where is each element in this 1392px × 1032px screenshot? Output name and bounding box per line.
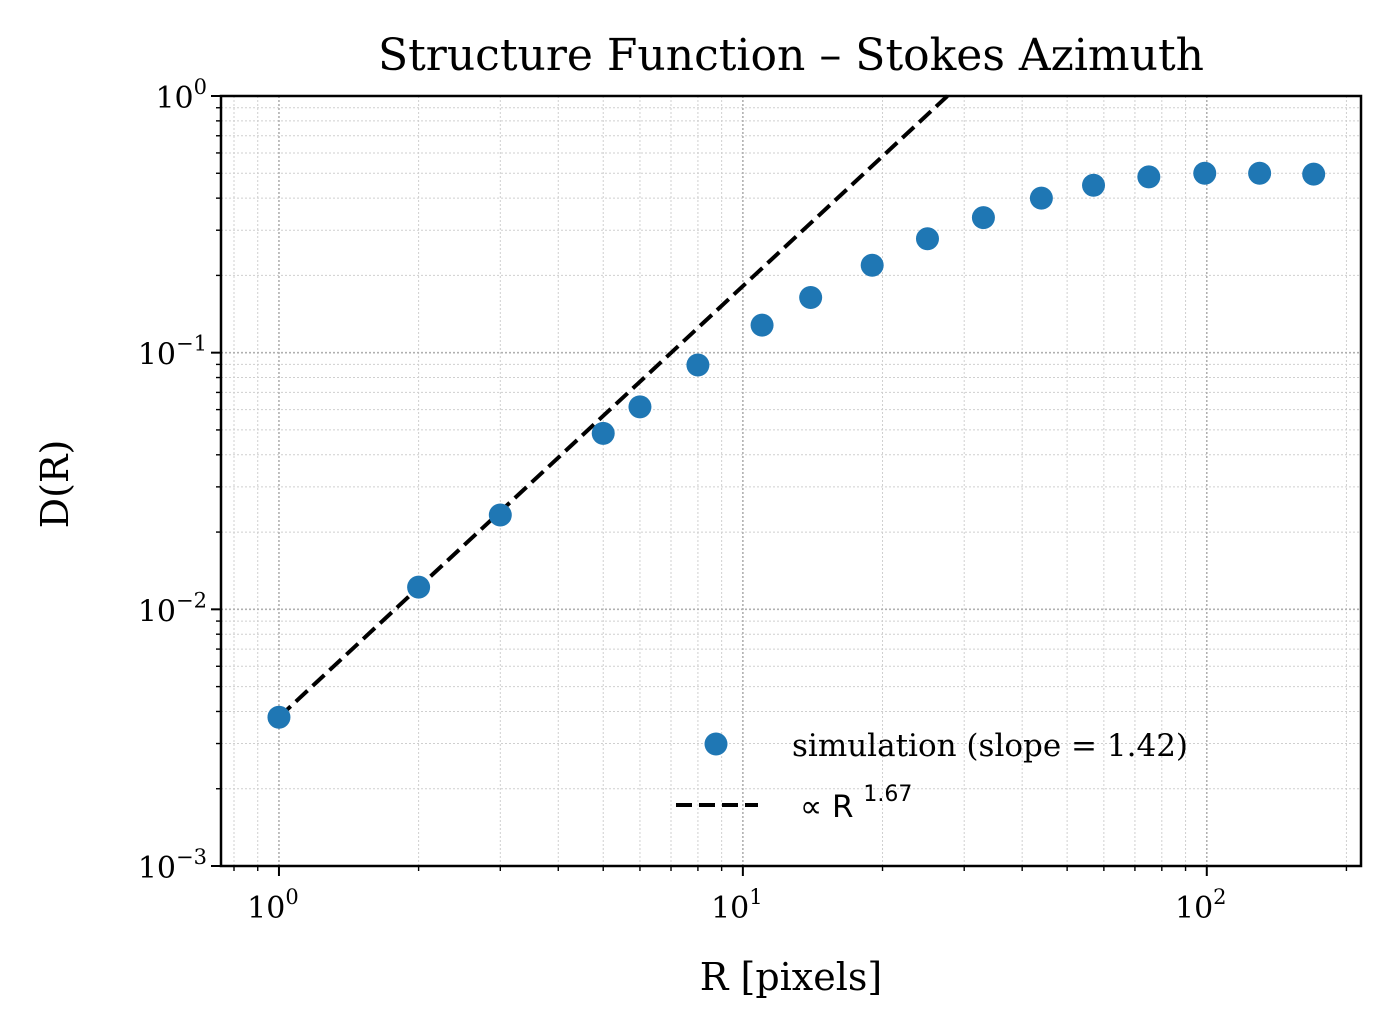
x-tick-label: 101 [711,885,763,926]
data-point [686,353,710,377]
y-tick-label: 10−1 [138,332,207,373]
data-point [1248,161,1272,185]
data-point [799,286,823,310]
y-axis-label: D(R) [33,440,77,529]
y-axis-ticks: 10−3 10−2 10−1 100 [138,75,221,886]
fit-line [277,94,949,719]
minor-grid [221,96,1361,866]
plot-frame [219,94,1363,868]
data-point [407,575,431,599]
x-tick-label: 100 [247,885,299,926]
data-point [860,253,884,277]
data-point [1082,173,1106,197]
data-point [488,503,512,527]
data-points [267,161,1326,729]
x-tick-label: 102 [1175,885,1227,926]
fit-line-layer [277,94,949,719]
legend-fit-exponent: 1.67 [863,782,912,807]
data-point [267,705,291,729]
x-axis-label: R [pixels] [700,955,882,999]
legend: simulation (slope = 1.42) ∝ R 1.67 [676,728,1188,825]
data-point [915,227,939,251]
legend-marker-simulation [704,732,728,756]
legend-label-fit-line: ∝ R 1.67 [800,782,912,825]
y-tick-label: 10−2 [138,588,207,629]
data-point [591,421,615,445]
data-point [1137,165,1161,189]
data-point [1029,186,1053,210]
y-tick-label: 100 [155,75,207,116]
x-axis-ticks: 100 101 102 [233,866,1348,926]
data-point [628,395,652,419]
data-point [971,206,995,230]
data-point [1302,162,1326,186]
chart-title: Structure Function – Stokes Azimuth [378,30,1204,81]
legend-fit-base: ∝ R [800,789,854,825]
data-point [750,313,774,337]
data-point [1193,161,1217,185]
legend-label-simulation: simulation (slope = 1.42) [792,728,1188,764]
y-tick-label: 10−3 [138,845,207,886]
